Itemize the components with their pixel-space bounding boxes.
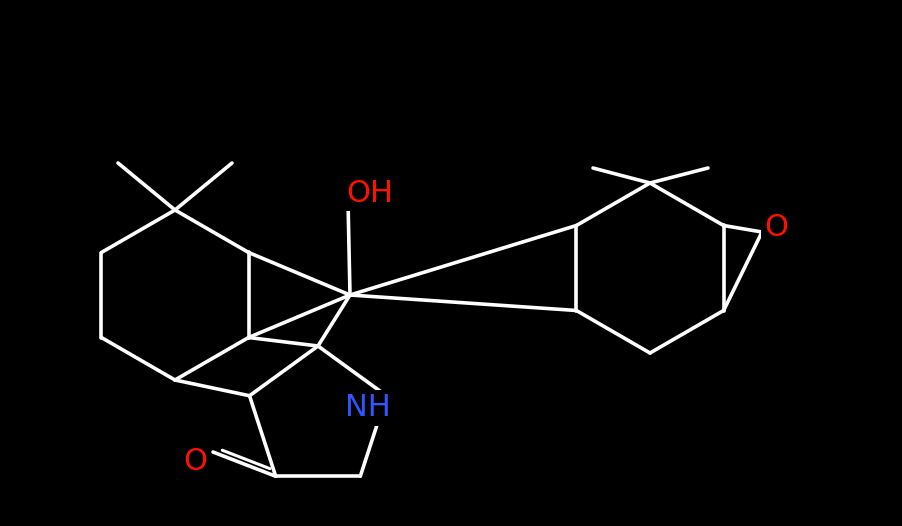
Text: O: O (183, 448, 207, 477)
Text: OH: OH (346, 178, 393, 207)
Text: NH: NH (345, 393, 391, 422)
Text: O: O (764, 213, 788, 241)
